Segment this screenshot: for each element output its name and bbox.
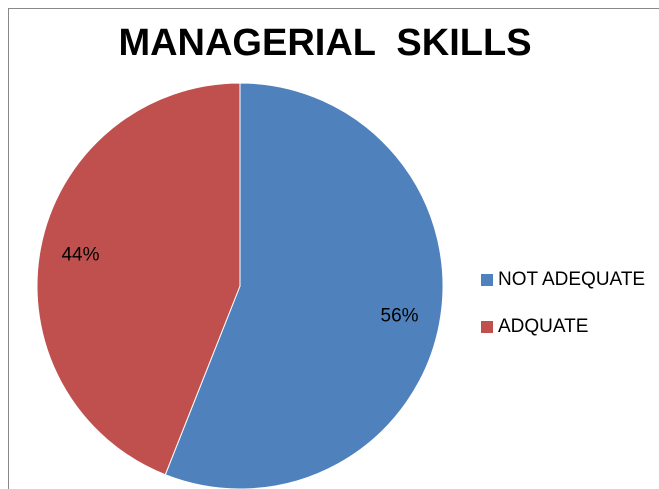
data-label: 56%	[381, 305, 419, 326]
chart-title: MANAGERIAL SKILLS	[118, 22, 531, 64]
legend-label: ADQUATE	[498, 316, 588, 337]
pie-slice	[164, 82, 444, 489]
data-label: 44%	[61, 245, 99, 266]
pie-slice	[36, 82, 241, 476]
legend-label: NOT ADEQUATE	[498, 269, 645, 290]
legend-swatch	[481, 274, 493, 286]
legend-swatch	[481, 321, 493, 333]
